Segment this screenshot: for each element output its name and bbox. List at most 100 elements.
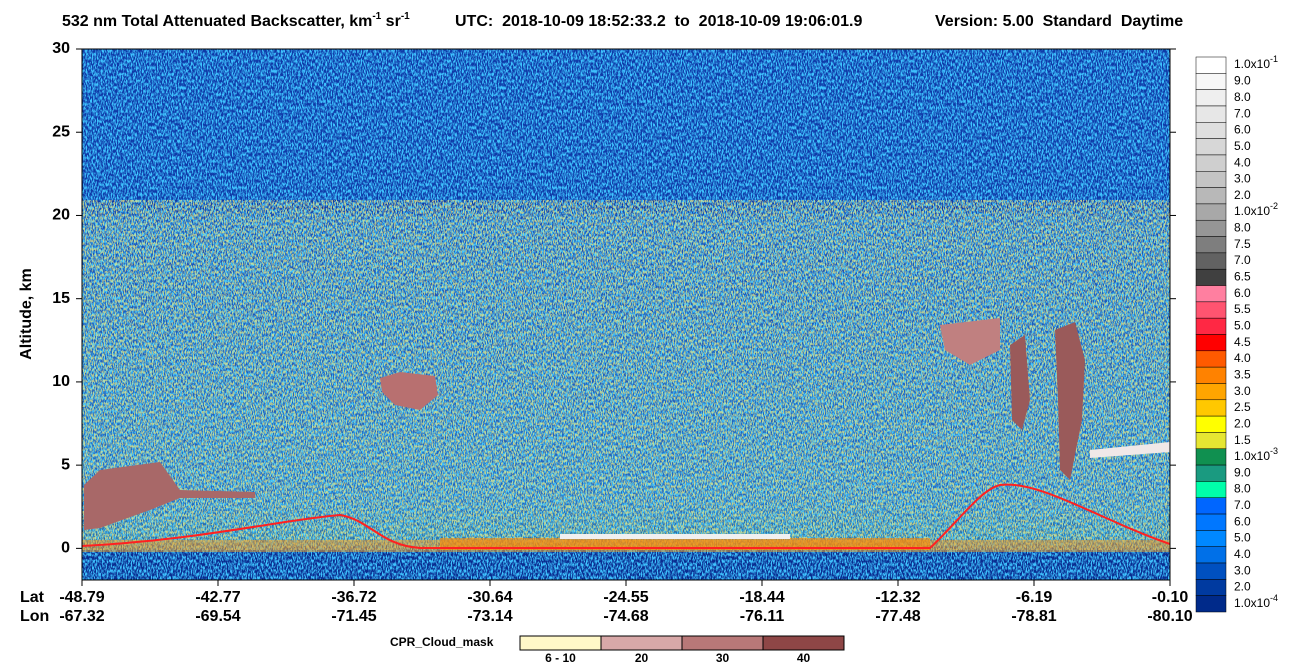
x-tick-label: -42.77 xyxy=(195,589,240,606)
cpr-swatch xyxy=(762,635,845,651)
colorbar-label: 6.0 xyxy=(1234,514,1251,528)
x-tick-label: -67.32 xyxy=(59,608,104,625)
x-tick-label: -80.10 xyxy=(1147,608,1192,625)
cloud-top xyxy=(1090,442,1170,458)
colorbar-label: 2.0 xyxy=(1234,416,1251,430)
colorbar-label: 3.0 xyxy=(1234,384,1251,398)
colorbar-cell xyxy=(1195,399,1227,417)
colorbar-cell xyxy=(1195,301,1227,319)
colorbar-cell xyxy=(1195,497,1227,515)
x-row-name: Lon xyxy=(20,608,49,625)
colorbar-cell xyxy=(1195,464,1227,482)
y-tick-label: 5 xyxy=(61,456,70,473)
colorbar-label: 7.0 xyxy=(1234,498,1251,512)
colorbar-cell xyxy=(1195,481,1227,498)
x-row-name: Lat xyxy=(20,589,45,606)
title-sup: -1 xyxy=(372,11,381,22)
colorbar-cell xyxy=(1195,219,1227,237)
x-tick-label: -24.55 xyxy=(603,589,648,606)
colorbar-label-base: 1.0x10 xyxy=(1234,596,1270,610)
colorbar-cell xyxy=(1195,513,1227,531)
cloud xyxy=(1055,322,1085,480)
colorbar-cell xyxy=(1195,546,1227,564)
colorbar: 1.0x10-19.08.07.06.05.04.03.02.01.0x10-2… xyxy=(1195,55,1278,613)
noise-yellow xyxy=(82,200,1170,550)
y-tick-label: 15 xyxy=(52,290,70,307)
colorbar-label-exp: -3 xyxy=(1270,446,1278,456)
plot-image xyxy=(82,49,1170,580)
title-main: 532 nm Total Attenuated Backscatter, km xyxy=(62,13,372,30)
colorbar-cell xyxy=(1195,530,1227,547)
x-tick-label: -77.48 xyxy=(875,608,920,625)
colorbar-cell xyxy=(1195,432,1227,450)
colorbar-cell xyxy=(1195,317,1227,335)
colorbar-cell xyxy=(1195,56,1227,74)
colorbar-cell xyxy=(1195,73,1227,90)
colorbar-cell xyxy=(1195,122,1227,139)
cpr-swatch xyxy=(681,635,764,651)
y-tick-label: 10 xyxy=(52,373,70,390)
colorbar-cell xyxy=(1195,562,1227,580)
colorbar-label: 1.0x10-4 xyxy=(1234,593,1278,610)
colorbar-cell xyxy=(1195,203,1227,221)
cpr-legend-title: CPR_Cloud_mask xyxy=(390,635,494,649)
x-tick-label: -30.64 xyxy=(467,589,512,606)
colorbar-label-base: 1.0x10 xyxy=(1234,449,1270,463)
utc-range: UTC: 2018-10-09 18:52:33.2 to 2018-10-09… xyxy=(455,13,862,30)
colorbar-label-exp: -4 xyxy=(1270,593,1278,603)
cpr-legend: CPR_Cloud_mask 6 - 10 20 30 40 xyxy=(390,635,845,665)
colorbar-cell xyxy=(1195,187,1227,205)
x-tick-label: -76.11 xyxy=(740,608,785,625)
colorbar-label: 1.0x10-3 xyxy=(1234,446,1278,463)
colorbar-label: 6.0 xyxy=(1234,123,1251,137)
cpr-label: 6 - 10 xyxy=(545,651,576,665)
cloud xyxy=(380,372,438,410)
colorbar-label: 4.5 xyxy=(1234,335,1251,349)
colorbar-cell xyxy=(1195,268,1227,286)
y-tick-label: 30 xyxy=(52,40,70,57)
colorbar-cell xyxy=(1195,366,1227,384)
colorbar-label: 3.0 xyxy=(1234,563,1251,577)
colorbar-label-base: 1.0x10 xyxy=(1234,204,1270,218)
y-tick-label: 20 xyxy=(52,207,70,224)
colorbar-label-exp: -2 xyxy=(1270,201,1278,211)
colorbar-label: 7.0 xyxy=(1234,106,1251,120)
colorbar-label-exp: -1 xyxy=(1270,55,1278,65)
cpr-swatch xyxy=(600,635,683,651)
colorbar-cell xyxy=(1195,171,1227,188)
colorbar-label: 2.5 xyxy=(1234,400,1251,414)
colorbar-cell xyxy=(1195,579,1227,596)
colorbar-cell xyxy=(1195,252,1227,270)
title-main: sr xyxy=(381,13,401,30)
colorbar-label-base: 1.0x10 xyxy=(1234,57,1270,71)
y-tick-label: 25 xyxy=(52,123,70,140)
surface-line xyxy=(82,483,1170,549)
colorbar-label: 2.0 xyxy=(1234,188,1251,202)
colorbar-cell xyxy=(1195,138,1227,156)
surface-white xyxy=(560,534,790,539)
colorbar-label: 3.5 xyxy=(1234,367,1251,381)
x-tick-label: -18.44 xyxy=(739,589,784,606)
colorbar-label: 1.0x10-2 xyxy=(1234,201,1278,218)
colorbar-label: 7.0 xyxy=(1234,253,1251,267)
colorbar-cell xyxy=(1195,105,1227,123)
x-tick-label: -0.10 xyxy=(1152,589,1189,606)
x-tick-label: -48.79 xyxy=(59,589,104,606)
colorbar-label: 5.0 xyxy=(1234,531,1251,545)
colorbar-label: 2.0 xyxy=(1234,580,1251,594)
colorbar-label: 3.0 xyxy=(1234,172,1251,186)
y-axis: 0 5 10 15 20 25 30 xyxy=(52,40,1176,557)
cpr-label: 20 xyxy=(635,651,649,665)
colorbar-label: 8.0 xyxy=(1234,482,1251,496)
colorbar-label: 5.5 xyxy=(1234,302,1251,316)
title-text: 532 nm Total Attenuated Backscatter, km-… xyxy=(62,11,410,31)
colorbar-label: 5.0 xyxy=(1234,139,1251,153)
colorbar-cell xyxy=(1195,236,1227,254)
colorbar-label: 4.0 xyxy=(1234,351,1251,365)
colorbar-label: 6.0 xyxy=(1234,286,1251,300)
cloud xyxy=(940,318,1000,365)
colorbar-cell xyxy=(1195,154,1227,172)
x-tick-label: -6.19 xyxy=(1016,589,1053,606)
title: 532 nm Total Attenuated Backscatter, km-… xyxy=(62,11,1183,31)
